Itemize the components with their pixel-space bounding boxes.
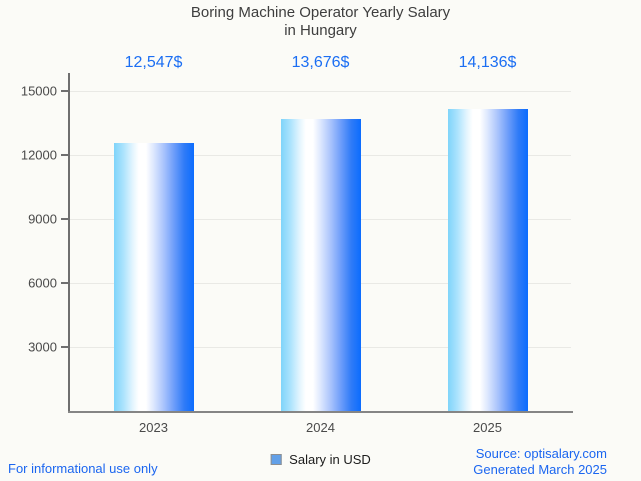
- generated-date: Generated March 2025: [473, 462, 607, 477]
- chart-title: Boring Machine Operator Yearly Salary in…: [0, 4, 641, 40]
- y-axis-tick-9000: [61, 218, 68, 220]
- disclaimer-text: For informational use only: [8, 461, 158, 476]
- chart-title-line-2: in Hungary: [284, 22, 357, 39]
- y-axis-tick-6000: [61, 282, 68, 284]
- bar-2024[interactable]: [280, 119, 361, 411]
- y-axis-label-12000: 12000: [20, 147, 57, 163]
- value-label-2025: 14,136$: [458, 54, 517, 71]
- y-axis-tick-3000: [61, 346, 68, 348]
- value-labels-row: 12,547$ 13,676$ 14,136$: [0, 53, 641, 75]
- value-label-2023: 12,547$: [124, 54, 183, 71]
- y-axis-line: [68, 73, 70, 413]
- legend-marker-icon: [270, 454, 282, 465]
- y-axis-label-3000: 3000: [28, 339, 57, 355]
- bar-2023[interactable]: [113, 143, 194, 411]
- source-link[interactable]: Source: optisalary.com: [475, 446, 607, 461]
- x-axis-line: [68, 411, 573, 413]
- chart-title-line-1: Boring Machine Operator Yearly Salary: [190, 4, 451, 21]
- bar-2025[interactable]: [447, 109, 528, 411]
- legend-item-salary[interactable]: Salary in USD: [270, 452, 371, 467]
- gridline-15000: [70, 90, 571, 92]
- y-axis-label-6000: 6000: [28, 275, 57, 291]
- legend-label: Salary in USD: [289, 452, 371, 467]
- x-axis-label-2023: 2023: [139, 420, 168, 435]
- footer-source-block: Source: optisalary.com Generated March 2…: [473, 446, 607, 478]
- x-axis-label-2024: 2024: [306, 420, 335, 435]
- plot-area: 3000 6000 9000 12000 15000 2023 2024 2025: [21, 73, 573, 435]
- y-axis-tick-12000: [61, 154, 68, 156]
- x-axis-label-2025: 2025: [473, 420, 502, 435]
- value-label-2024: 13,676$: [291, 54, 350, 71]
- y-axis-label-15000: 15000: [20, 83, 57, 99]
- y-axis-tick-15000: [61, 90, 68, 92]
- y-axis-label-9000: 9000: [28, 211, 57, 227]
